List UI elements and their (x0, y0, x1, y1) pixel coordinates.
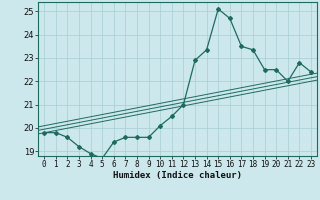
X-axis label: Humidex (Indice chaleur): Humidex (Indice chaleur) (113, 171, 242, 180)
